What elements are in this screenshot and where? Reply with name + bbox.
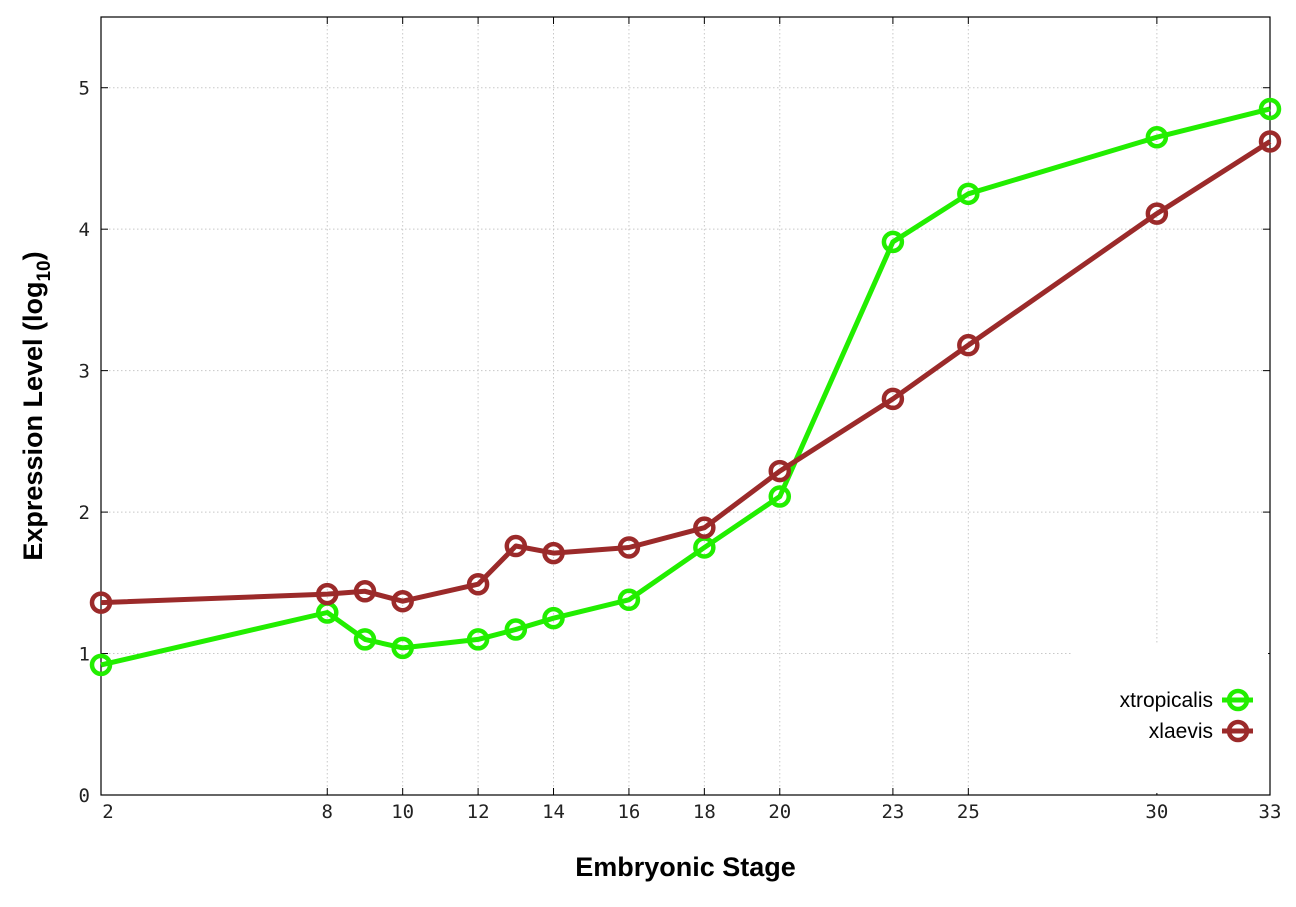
y-tick-label: 1 [79, 644, 90, 666]
legend-label: xlaevis [1149, 720, 1213, 743]
data-point-xlaevis [881, 387, 905, 411]
y-axis-title-main: Expression Level (log [18, 282, 48, 561]
data-point-xlaevis [693, 516, 716, 539]
data-point-xlaevis [353, 580, 377, 603]
x-tick-label: 12 [467, 801, 490, 823]
series-xtropicalis [89, 97, 1282, 677]
series-line-xtropicalis [100, 106, 1271, 668]
data-point-xtropicalis [504, 618, 528, 641]
data-point-xtropicalis [881, 230, 905, 254]
data-point-xlaevis [617, 536, 641, 559]
data-point-xtropicalis [391, 636, 414, 660]
plot-area-border [100, 16, 1271, 796]
series-group [89, 97, 1282, 677]
x-tick-label: 2 [102, 801, 113, 823]
legend-item-xtropicalis: xtropicalis [1120, 688, 1253, 712]
data-point-xtropicalis [768, 485, 792, 508]
legend-background [1072, 645, 1268, 793]
x-tick-label: 14 [542, 801, 565, 823]
legend-label: xtropicalis [1120, 689, 1213, 712]
data-point-xtropicalis [542, 606, 565, 630]
data-point-xlaevis [542, 541, 565, 565]
x-tick-label: 25 [957, 801, 980, 823]
legend-item-xlaevis: xlaevis [1149, 719, 1253, 743]
y-tick-label: 4 [79, 219, 90, 241]
x-tick-label: 33 [1259, 801, 1282, 823]
y-tick-label: 3 [79, 361, 90, 383]
series-xlaevis [89, 130, 1282, 614]
x-tick-label: 23 [881, 801, 904, 823]
data-point-xtropicalis [957, 182, 980, 206]
data-point-xlaevis [1145, 202, 1169, 225]
legend: xtropicalis xlaevis [1072, 645, 1268, 793]
data-point-xtropicalis [617, 588, 641, 612]
y-axis-title: Expression Level (log10) [18, 251, 55, 560]
y-tick-label: 0 [79, 785, 90, 807]
x-tick-label: 10 [391, 801, 414, 823]
data-point-xtropicalis [1258, 97, 1282, 121]
data-point-xtropicalis [89, 653, 113, 677]
data-point-xtropicalis [1145, 125, 1169, 149]
data-point-xtropicalis [353, 628, 377, 651]
data-point-xlaevis [1258, 130, 1282, 153]
y-tick-label: 2 [79, 502, 90, 524]
data-point-xlaevis [316, 582, 339, 606]
data-point-xlaevis [768, 459, 792, 483]
data-point-xlaevis [504, 534, 528, 558]
x-tick-label: 30 [1145, 801, 1168, 823]
series-line-xlaevis [100, 139, 1272, 606]
legend-marker-swatch [1226, 719, 1250, 743]
y-tick-label: 5 [79, 78, 90, 100]
y-axis-title-subscript: 10 [34, 260, 55, 281]
x-axis-title: Embryonic Stage [575, 852, 796, 882]
legend-marker-swatch [1226, 688, 1250, 712]
x-tick-label: 20 [768, 801, 791, 823]
y-axis-title-close: ) [18, 251, 48, 260]
x-tick-label: 18 [693, 801, 716, 823]
data-point-xlaevis [957, 333, 980, 357]
data-point-xlaevis [466, 572, 490, 596]
data-point-xtropicalis [466, 628, 490, 651]
x-tick-label: 8 [322, 801, 333, 823]
data-point-xlaevis [89, 591, 113, 614]
data-point-xlaevis [391, 589, 414, 613]
x-tick-label: 16 [617, 801, 640, 823]
